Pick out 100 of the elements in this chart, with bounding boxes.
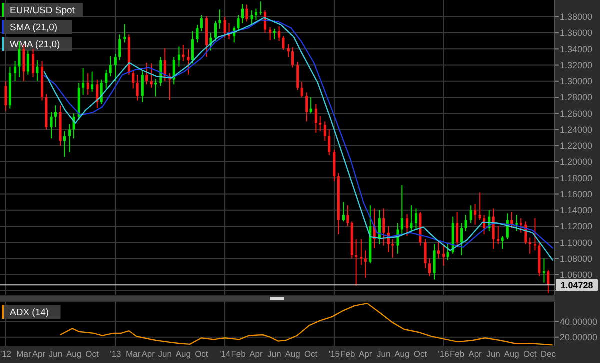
candlestick [63,130,66,158]
ref-line-label: 1.04728 [560,280,594,290]
candlestick [68,124,72,153]
x-tick-label: Aug [66,349,82,359]
candlestick [392,238,394,258]
x-tick-label: Apr [358,349,372,359]
x-tick-label: Jun [48,349,63,359]
x-tick-label: Jun [486,349,501,359]
candlestick [14,60,17,82]
candlestick [497,226,500,245]
candlestick [282,36,285,50]
candlestick [406,214,409,237]
x-tick-label: Apr [142,349,156,359]
x-tick-label: Oct [414,349,428,359]
line-series [60,302,553,346]
legend-label: EUR/USD Spot [10,5,76,16]
candlestick [196,24,199,44]
candlestick [428,258,431,277]
candlestick [516,214,518,232]
candlestick [273,28,276,40]
legend-label: ADX (14) [10,307,50,318]
x-tick-label: Apr [468,349,482,359]
candlestick [178,46,180,68]
y-tick-label: 1.14000 [560,206,593,216]
candlestick [400,184,404,236]
candlestick [319,116,322,132]
x-tick-label: Aug [394,349,410,359]
candlestick [26,50,30,76]
candlestick [250,10,254,26]
candlestick [314,103,318,134]
x-tick-label: Feb [231,349,246,359]
candlestick [50,112,53,140]
y-tick-label: 1.24000 [560,124,593,135]
candlestick [260,1,262,16]
candlestick [191,30,194,64]
x-tick-label: '16 [438,349,450,359]
candlestick [474,203,477,226]
candlestick [342,202,345,222]
candlestick [241,4,244,24]
candlestick [86,72,90,96]
candlestick [300,82,304,98]
x-tick-label: Apr [32,349,46,359]
x-tick-label: '12 [0,349,12,359]
candlestick [218,9,222,30]
candlestick [296,62,300,91]
x-tick-label: Jun [377,349,392,359]
candlestick [224,16,226,38]
candlestick [382,208,386,246]
candlestick [237,14,240,32]
legend-label: SMA (21,0) [10,22,58,34]
x-tick-label: Aug [176,349,192,359]
candlestick [132,70,135,90]
candlestick [4,80,8,112]
candlestick [442,245,446,266]
candlestick [246,4,248,22]
y-tick-label: 1.28000 [560,92,593,103]
candlestick [96,79,99,109]
y-tick-label: 1.36000 [560,28,593,38]
candlestick [32,48,35,78]
candlestick [324,121,326,142]
y-tick-label: 1.18000 [560,173,593,184]
candlestick [360,238,363,266]
candlestick [433,244,436,280]
x-tick-label: Jun [268,349,282,359]
x-tick-label: Aug [285,349,301,359]
candlestick [346,205,350,227]
candlestick [141,70,144,103]
x-tick-label: '13 [110,349,122,359]
candlestick [534,218,536,252]
candlestick [114,54,117,82]
y-tick-label: 40.00000 [560,316,598,327]
y-tick-label: 1.26000 [560,108,593,119]
x-tick-label: Apr [250,349,264,359]
x-tick-label: Oct [86,349,100,359]
candlestick [492,208,495,250]
candlestick [464,214,468,232]
x-tick-label: Oct [524,349,538,359]
candlestick [36,60,39,82]
candlestick [278,26,281,42]
x-tick-label: Oct [195,349,209,359]
x-tick-label: Dec [540,349,557,359]
y-tick-label: 1.12000 [560,222,593,232]
candlestick [150,63,153,88]
candlestick [136,74,139,102]
y-tick-label: 1.10000 [560,238,593,248]
candlestick [547,270,550,294]
y-tick-label: 1.32000 [560,60,593,70]
candlestick [542,258,546,284]
candlestick [105,70,108,90]
candlestick [446,244,450,261]
candlestick [460,222,464,256]
candlestick [310,97,312,114]
y-tick-label: 1.30000 [560,76,593,87]
candlestick [520,218,522,234]
y-tick-label: 1.20000 [560,157,593,168]
y-tick-label: 1.38000 [560,12,593,22]
candlestick [91,71,94,92]
candlestick [124,24,126,44]
x-tick-label: '14 [220,349,231,359]
candlestick [501,236,504,250]
